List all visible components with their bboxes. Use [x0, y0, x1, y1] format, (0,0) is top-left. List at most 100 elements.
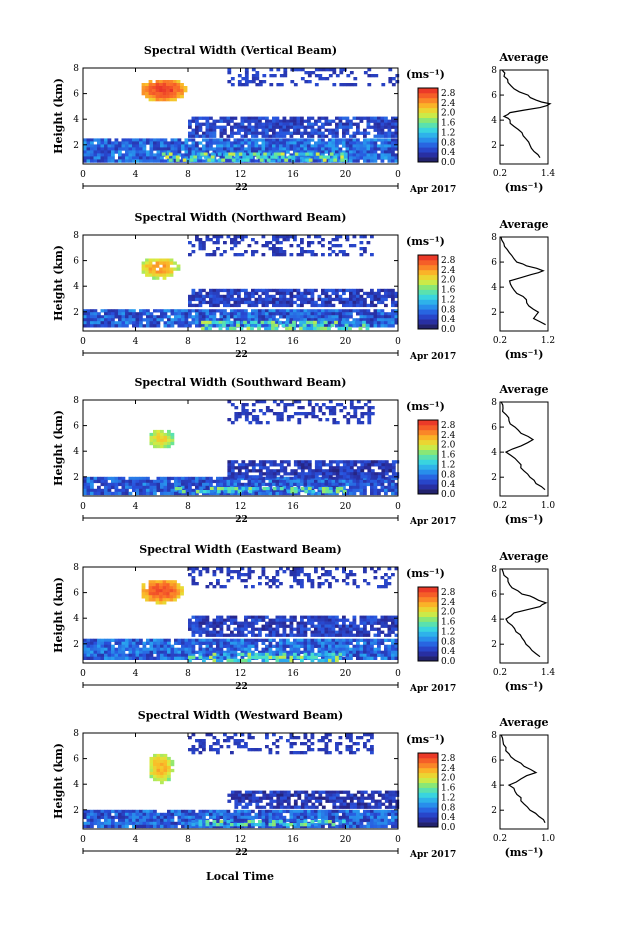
- heatmap-cell: [167, 324, 171, 328]
- heatmap-cell: [191, 134, 196, 138]
- heatmap-cell: [169, 86, 174, 90]
- heatmap-cell: [258, 125, 262, 129]
- heatmap-cell: [335, 653, 339, 657]
- heatmap-cell: [149, 159, 154, 163]
- heatmap-cell: [195, 128, 199, 132]
- heatmap-cell: [381, 469, 386, 473]
- heatmap-cell: [380, 653, 385, 657]
- heatmap-cell: [338, 652, 343, 657]
- heatmap-cell: [155, 270, 160, 274]
- heatmap-cell: [160, 768, 164, 773]
- heatmap-cell: [111, 315, 115, 319]
- heatmap-cell: [245, 158, 250, 162]
- heatmap-cell: [265, 658, 269, 663]
- heatmap-cell: [293, 400, 298, 404]
- colorbar-segment: [418, 102, 438, 109]
- heatmap-cell: [349, 291, 353, 296]
- heatmap-cell: [118, 144, 122, 148]
- heatmap-cell: [121, 809, 126, 814]
- heatmap-cell: [258, 479, 262, 484]
- heatmap-cell: [149, 138, 154, 142]
- heatmap-cell: [205, 482, 210, 487]
- heatmap-cell: [279, 235, 283, 239]
- heatmap-cell: [191, 570, 196, 574]
- heatmap-cell: [279, 567, 283, 571]
- heatmap-cell: [293, 288, 297, 293]
- heatmap-cell: [139, 653, 143, 657]
- heatmap-cell: [167, 309, 171, 313]
- heatmap-cell: [296, 491, 301, 496]
- heatmap-cell: [373, 482, 378, 487]
- heatmap-cell: [384, 582, 388, 586]
- heatmap-cell: [146, 138, 150, 142]
- heatmap-cell: [346, 460, 351, 464]
- chart-title: Spectral Width (Vertical Beam): [144, 44, 337, 57]
- heatmap-cell: [366, 147, 371, 151]
- heatmap-cell: [338, 650, 343, 654]
- colorbar-segment: [418, 424, 438, 431]
- heatmap-cell: [139, 312, 143, 316]
- heatmap-cell: [180, 86, 184, 90]
- heatmap-cell: [174, 638, 178, 642]
- date-label: Apr 2017: [409, 352, 456, 362]
- heatmap-cell: [145, 95, 149, 99]
- heatmap-cell: [104, 476, 108, 481]
- day-label: 22: [235, 682, 248, 692]
- heatmap-cell: [153, 488, 157, 493]
- heatmap-cell: [153, 318, 157, 322]
- heatmap-cell: [155, 95, 160, 99]
- heatmap-cell: [261, 641, 266, 645]
- heatmap-cell: [209, 624, 213, 628]
- heatmap-cell: [349, 159, 353, 163]
- heatmap-cell: [338, 244, 343, 248]
- heatmap-cell: [244, 418, 249, 422]
- heatmap-cell: [307, 80, 312, 84]
- heatmap-cell: [377, 294, 381, 299]
- heatmap-cell: [167, 476, 171, 481]
- heatmap-cell: [107, 650, 112, 654]
- heatmap-cell: [201, 320, 205, 325]
- heatmap-cell: [174, 653, 178, 657]
- heatmap-cell: [198, 315, 203, 319]
- heatmap-cell: [338, 488, 343, 493]
- heatmap-cell: [329, 152, 334, 156]
- heatmap-cell: [111, 312, 115, 316]
- heatmap-cell: [394, 156, 399, 160]
- heatmap-cell: [352, 131, 357, 135]
- heatmap-cell: [370, 488, 374, 493]
- heatmap-cell: [363, 291, 367, 296]
- heatmap-cell: [244, 134, 248, 138]
- heatmap-cell: [341, 326, 345, 331]
- heatmap-cell: [246, 323, 251, 328]
- heatmap-cell: [331, 244, 336, 248]
- heatmap-cell: [373, 809, 378, 814]
- heatmap-cell: [163, 138, 168, 142]
- heatmap-cell: [83, 159, 87, 163]
- heatmap-cell: [391, 630, 395, 634]
- heatmap-cell: [125, 324, 129, 328]
- heatmap-cell: [247, 131, 252, 135]
- heatmap-cell: [178, 490, 183, 494]
- heatmap-cell: [359, 491, 364, 496]
- heatmap-cell: [100, 812, 105, 817]
- heatmap-cell: [394, 321, 399, 325]
- heatmap-cell: [219, 144, 224, 148]
- heatmap-cell: [159, 589, 163, 593]
- heatmap-cell: [121, 491, 126, 496]
- heatmap-cell: [387, 485, 392, 490]
- colorbar-frame: [417, 87, 439, 163]
- heatmap-cell: [394, 482, 399, 487]
- heatmap-cell: [310, 324, 315, 328]
- heatmap-cell: [289, 141, 294, 145]
- heatmap-cell: [235, 152, 240, 156]
- heatmap-cell: [317, 147, 322, 151]
- heatmap-cell: [300, 585, 304, 589]
- heatmap-cell: [244, 618, 248, 622]
- heatmap-cell: [328, 490, 333, 494]
- heatmap-cell: [335, 253, 339, 257]
- heatmap-cell: [289, 116, 294, 120]
- heatmap-cell: [160, 762, 164, 767]
- heatmap-cell: [272, 627, 276, 631]
- heatmap-cell: [321, 300, 325, 305]
- heatmap-cell: [370, 141, 374, 145]
